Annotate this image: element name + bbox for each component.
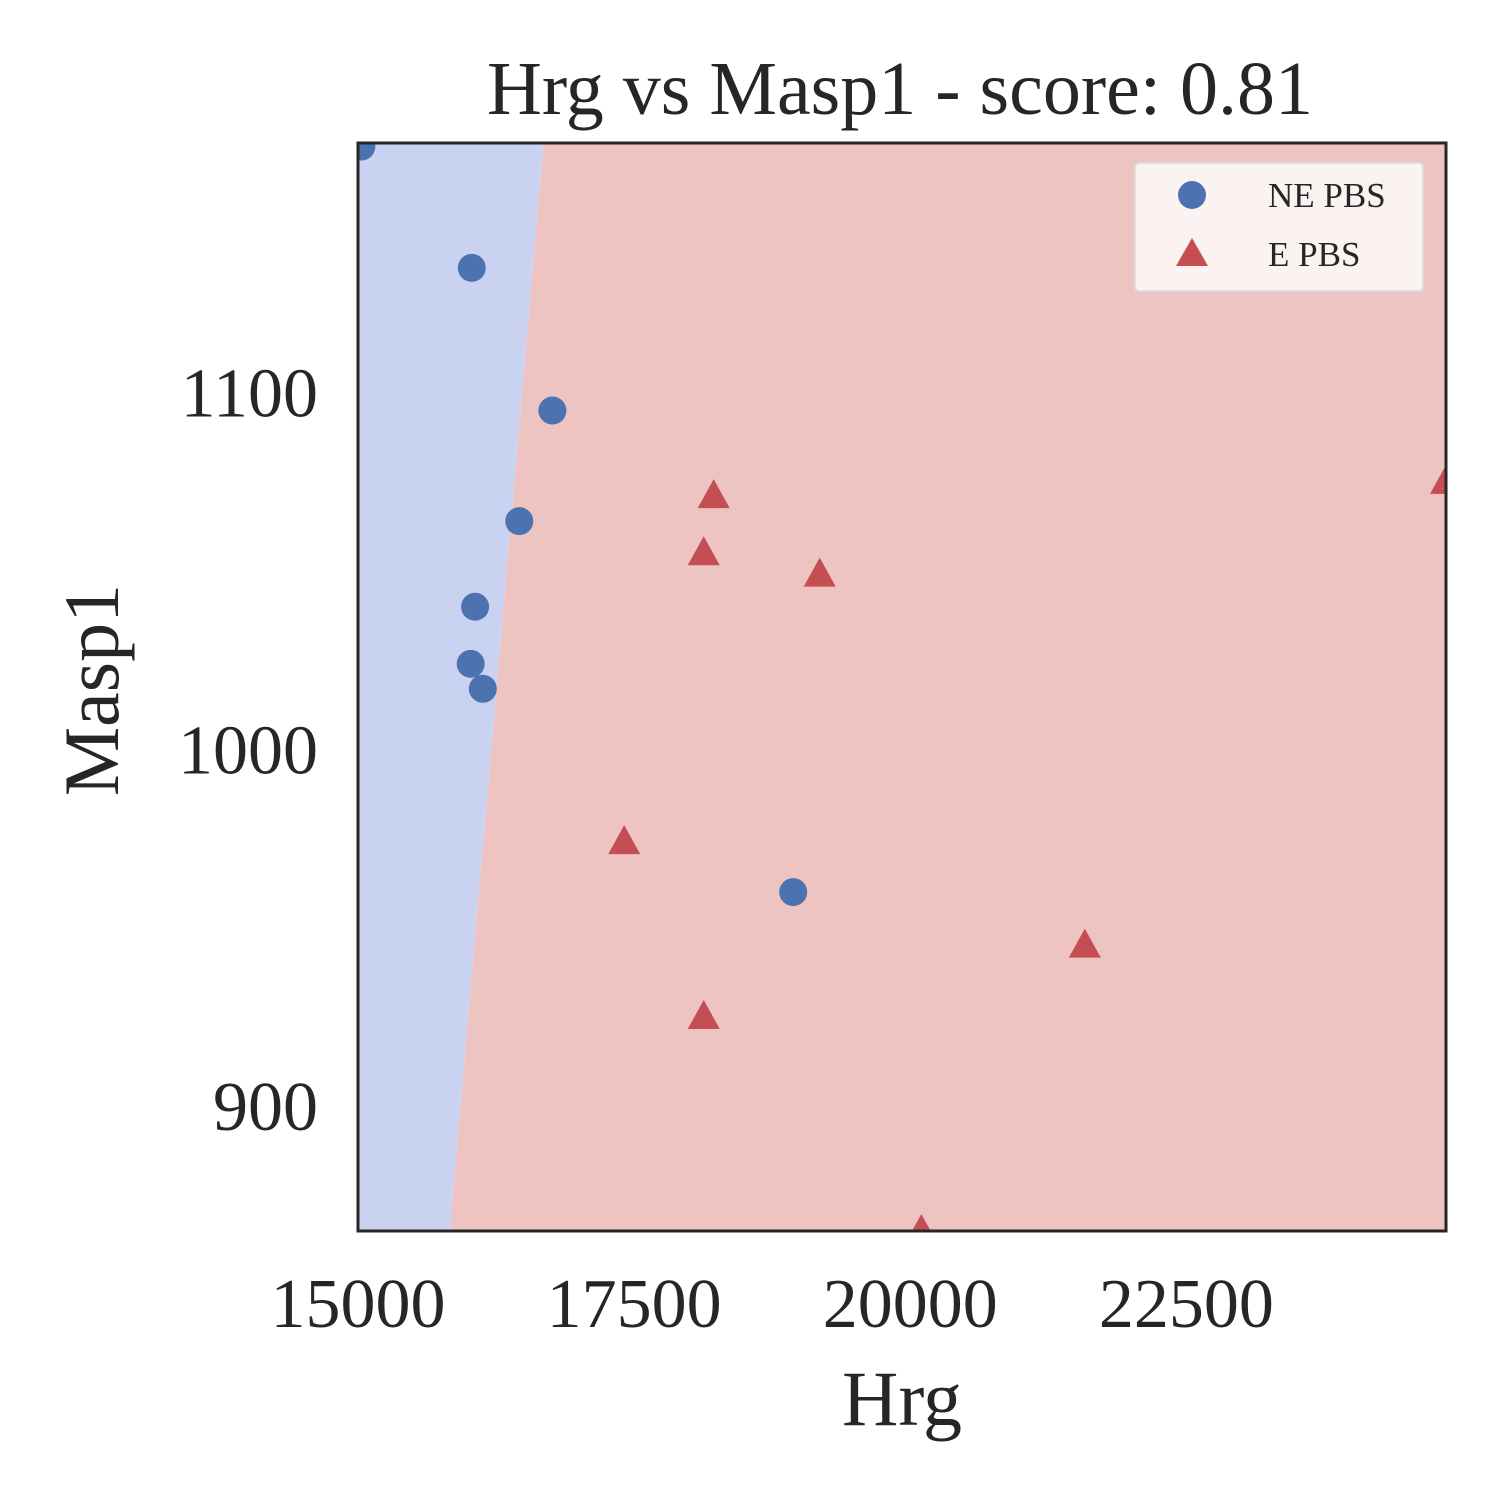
legend-label-ne-pbs: NE PBS [1268,176,1386,215]
point-ne-pbs-1 [457,253,486,282]
legend-marker-ne-pbs [1178,181,1206,209]
y-tick-label: 1000 [178,712,318,789]
x-tick-label: 17500 [547,1266,722,1343]
x-tick-label: 22500 [1099,1266,1274,1343]
region-e-pbs [449,143,1446,1231]
point-ne-pbs-3 [505,507,534,536]
point-e-pbs-4 [687,999,720,1029]
region-ne-pbs [358,143,544,1231]
point-e-pbs-7 [1430,464,1446,494]
point-e-pbs-3 [608,825,641,855]
point-e-pbs-5 [1068,928,1101,958]
point-ne-pbs-7 [779,878,808,907]
x-axis-label: Hrg [842,1355,962,1442]
point-e-pbs-1 [687,536,720,566]
legend: NE PBS E PBS [1134,162,1424,292]
point-ne-pbs-5 [456,649,485,678]
y-axis-label: Masp1 [48,584,135,796]
y-tick-label: 1100 [181,356,318,433]
x-axis-ticks: 15000 17500 20000 22500 [271,1266,1274,1343]
legend-label-e-pbs: E PBS [1268,235,1360,274]
y-tick-label: 900 [213,1069,318,1146]
legend-box [1134,162,1424,292]
point-e-pbs-6 [911,1214,931,1231]
point-e-pbs-0 [697,479,730,509]
decision-regions [358,143,1446,1231]
chart-title: Hrg vs Masp1 - score: 0.81 [487,47,1313,131]
point-ne-pbs-6 [468,674,497,703]
y-axis-ticks: 900 1000 1100 [178,356,318,1146]
data-points [358,143,1446,1231]
point-ne-pbs-0 [358,143,376,161]
point-ne-pbs-4 [461,592,490,621]
x-tick-label: 20000 [823,1266,998,1343]
x-tick-label: 15000 [271,1266,446,1343]
plot-frame [356,141,1448,1233]
legend-marker-e-pbs [1176,238,1208,266]
point-e-pbs-2 [803,557,836,587]
point-ne-pbs-2 [538,396,567,425]
